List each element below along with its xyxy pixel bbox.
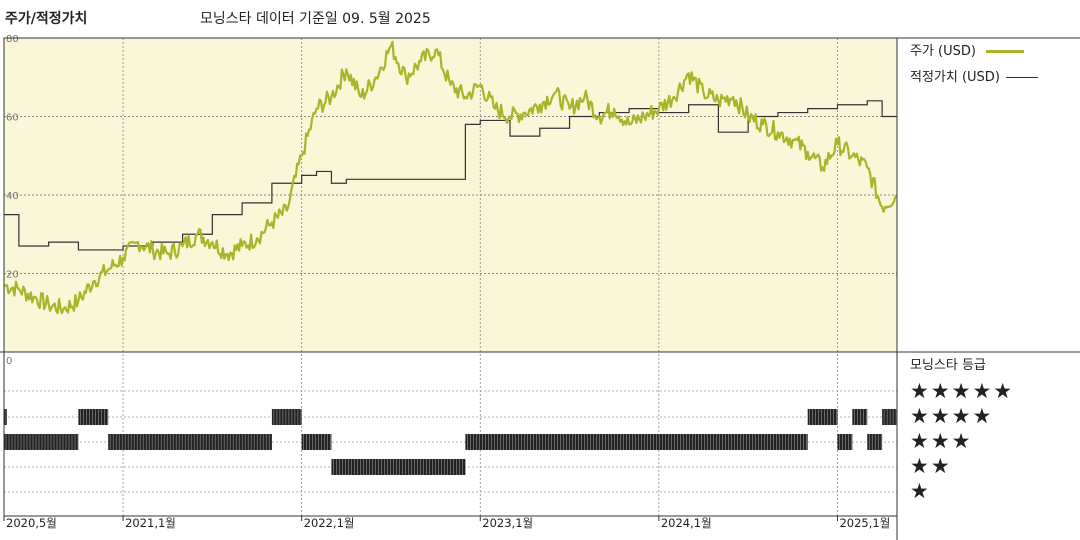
- y-tick-label: 80: [6, 34, 19, 45]
- rating-legend-title: 모닝스타 등급: [910, 358, 986, 373]
- y-tick-label: 60: [6, 113, 19, 124]
- rating-axis-label: 0: [6, 356, 12, 367]
- rating-legend-5-stars: ★★★★★: [910, 379, 1015, 403]
- legend-fair-value-swatch: [1006, 77, 1039, 78]
- rating-legend-1-star: ★: [910, 479, 931, 503]
- x-tick-label: 2021,1월: [125, 516, 176, 530]
- y-tick-label: 40: [6, 191, 19, 202]
- rating-segment: [78, 409, 109, 425]
- plot-frame: [3, 37, 898, 517]
- rating-legend-4-stars: ★★★★: [910, 404, 994, 428]
- rating-segment: [271, 409, 302, 425]
- x-tick-label: 2023,1월: [482, 516, 533, 530]
- data-date-subtitle: 모닝스타 데이터 기준일 09. 5월 2025: [200, 11, 431, 27]
- chart-title: 주가/적정가치: [5, 11, 88, 27]
- legend-price: 주가 (USD): [910, 40, 1025, 59]
- x-tick-label: 2020,5월: [6, 516, 57, 530]
- rating-legend-3-stars: ★★★: [910, 429, 973, 453]
- fair-value-line: [4, 100, 897, 251]
- rating-legend-2-stars: ★★: [910, 454, 952, 478]
- rating-segment: [807, 409, 838, 425]
- rating-segment: [301, 434, 332, 450]
- rating-segment: [465, 434, 808, 450]
- x-tick-label: 2022,1월: [304, 516, 355, 530]
- rating-segment: [4, 409, 7, 425]
- rating-segment: [331, 459, 466, 475]
- legend-price-swatch: [986, 50, 1025, 53]
- y-tick-label: 20: [6, 270, 19, 281]
- legend-price-label: 주가 (USD): [910, 44, 976, 59]
- legend-fair-value: 적정가치 (USD): [910, 66, 1039, 85]
- legend-fair-value-label: 적정가치 (USD): [910, 70, 1000, 85]
- price-line: [3, 40, 898, 315]
- x-tick-label: 2024,1월: [661, 516, 712, 530]
- x-tick-label: 2025,1월: [839, 516, 890, 530]
- rating-segment: [108, 434, 272, 450]
